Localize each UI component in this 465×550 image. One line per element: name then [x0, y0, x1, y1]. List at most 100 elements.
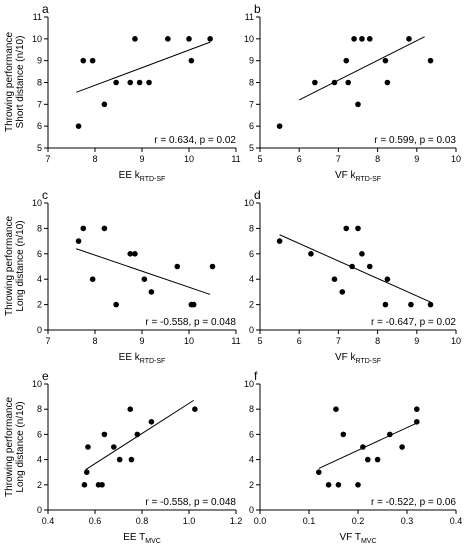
- y-tick-label: 0: [37, 325, 42, 335]
- y-tick-label: 6: [249, 249, 254, 259]
- data-point: [382, 301, 389, 308]
- x-tick-label: 11: [231, 336, 240, 346]
- data-point: [414, 419, 420, 425]
- stats-annotation: r = 0.599, p = 0.03: [374, 135, 456, 146]
- data-point: [116, 456, 123, 463]
- y-tick-label: 10: [244, 198, 254, 208]
- data-point: [343, 225, 350, 232]
- regression-line: [318, 422, 418, 469]
- data-point: [146, 79, 152, 86]
- panel-e: e 0 2 4 6 8 10 0.4 0.6 0.8 1.0 1.2 EE TMVC r = -0.558…: [32, 369, 242, 545]
- y-tick-label: 6: [37, 121, 42, 131]
- y-tick-label: 4: [249, 274, 254, 284]
- data-point: [85, 444, 91, 450]
- stats-annotation: r = -0.558, p = 0.048: [145, 317, 236, 328]
- x-tick-label: 0.3: [401, 516, 414, 526]
- stats-annotation: r = -0.522, p = 0.06: [371, 497, 456, 508]
- y-tick-label: 8: [249, 78, 254, 88]
- y-tick-label: 8: [37, 78, 42, 88]
- y-tick-label: 2: [249, 480, 254, 490]
- data-point: [101, 101, 108, 108]
- data-point: [359, 36, 365, 42]
- y-tick-label: 8: [37, 223, 42, 233]
- data-point: [331, 276, 338, 283]
- y-tick-label: 11: [245, 12, 254, 22]
- data-point: [101, 431, 108, 438]
- x-tick-label: 0.2: [352, 516, 365, 526]
- data-point: [374, 456, 381, 463]
- x-tick-label: 7: [45, 336, 50, 346]
- data-point: [132, 251, 138, 257]
- data-point: [355, 101, 361, 108]
- panel-letter: a: [42, 2, 49, 16]
- data-point: [345, 79, 352, 86]
- panel-letter: f: [254, 369, 258, 383]
- x-axis-label: EE kRTD-SF: [119, 352, 166, 365]
- data-point: [355, 482, 361, 488]
- regression-line: [279, 234, 431, 303]
- data-point: [316, 469, 322, 476]
- y-tick-label: 2: [249, 300, 254, 310]
- data-point: [83, 469, 90, 476]
- data-point: [349, 263, 355, 270]
- x-tick-label: 1.0: [183, 516, 196, 526]
- data-point: [80, 225, 87, 232]
- x-axis-label-main: EE k: [119, 170, 141, 181]
- data-point: [406, 36, 412, 42]
- data-point: [360, 444, 366, 450]
- x-tick-label: 9: [139, 154, 144, 164]
- stats-annotation: r = 0.634, p = 0.02: [154, 135, 236, 146]
- stats-annotation: r = -0.647, p = 0.02: [371, 317, 456, 328]
- data-point: [276, 123, 283, 129]
- data-point: [192, 406, 198, 413]
- data-point: [81, 482, 88, 488]
- x-tick-label: 10: [451, 154, 461, 164]
- y-tick-label: 2: [37, 300, 42, 310]
- y-tick-label: 9: [37, 56, 42, 66]
- data-point: [276, 238, 283, 244]
- data-point: [339, 289, 346, 295]
- x-tick-label: 10: [184, 336, 194, 346]
- data-point: [312, 79, 318, 86]
- data-point: [190, 301, 197, 308]
- data-point: [99, 482, 105, 488]
- data-point: [366, 263, 373, 270]
- regression-line: [76, 248, 211, 295]
- data-point: [89, 276, 96, 283]
- data-point: [325, 482, 332, 488]
- data-point: [333, 406, 339, 413]
- data-point: [355, 225, 361, 232]
- x-axis-label-subscript: RTD-SF: [356, 358, 382, 365]
- y-tick-label: 4: [249, 455, 254, 465]
- data-point: [365, 456, 371, 463]
- x-tick-label: 6: [297, 154, 302, 164]
- y-tick-label: 10: [244, 34, 254, 44]
- x-axis-label: VF kRTD-SF: [335, 352, 381, 365]
- data-point: [132, 36, 138, 42]
- x-tick-label: 0.4: [450, 516, 463, 526]
- x-tick-label: 10: [451, 336, 461, 346]
- data-point: [366, 36, 373, 42]
- regression-line: [76, 41, 211, 93]
- x-axis-label: VF TMVC: [339, 532, 376, 545]
- regression-line: [298, 36, 425, 101]
- data-point: [427, 57, 434, 64]
- data-point: [209, 263, 216, 270]
- x-tick-label: 11: [231, 154, 240, 164]
- x-axis-label-main: EE k: [119, 352, 141, 363]
- y-tick-label: 6: [37, 249, 42, 259]
- x-tick-label: 1.2: [230, 516, 243, 526]
- panel-b: b 5 6 7 8 9 10 11 5 6 7 8 9 10 VF kRTD-SF r = 0.599, p …: [244, 2, 461, 183]
- data-point: [113, 301, 119, 308]
- panel-letter: b: [254, 2, 261, 16]
- x-axis-label-subscript: RTD-SF: [356, 176, 382, 183]
- y-axis-label-line: Throwing performance: [4, 397, 15, 497]
- x-tick-label: 0.0: [254, 516, 267, 526]
- x-axis-label-main: VF k: [335, 352, 357, 363]
- x-axis-label-main: EE T: [123, 532, 145, 543]
- y-axis-label-line: Throwing performance: [4, 216, 15, 316]
- y-tick-label: 6: [249, 429, 254, 439]
- y-axis-label: Throwing performanceLong distance (n/10): [4, 397, 26, 497]
- y-tick-label: 4: [37, 274, 42, 284]
